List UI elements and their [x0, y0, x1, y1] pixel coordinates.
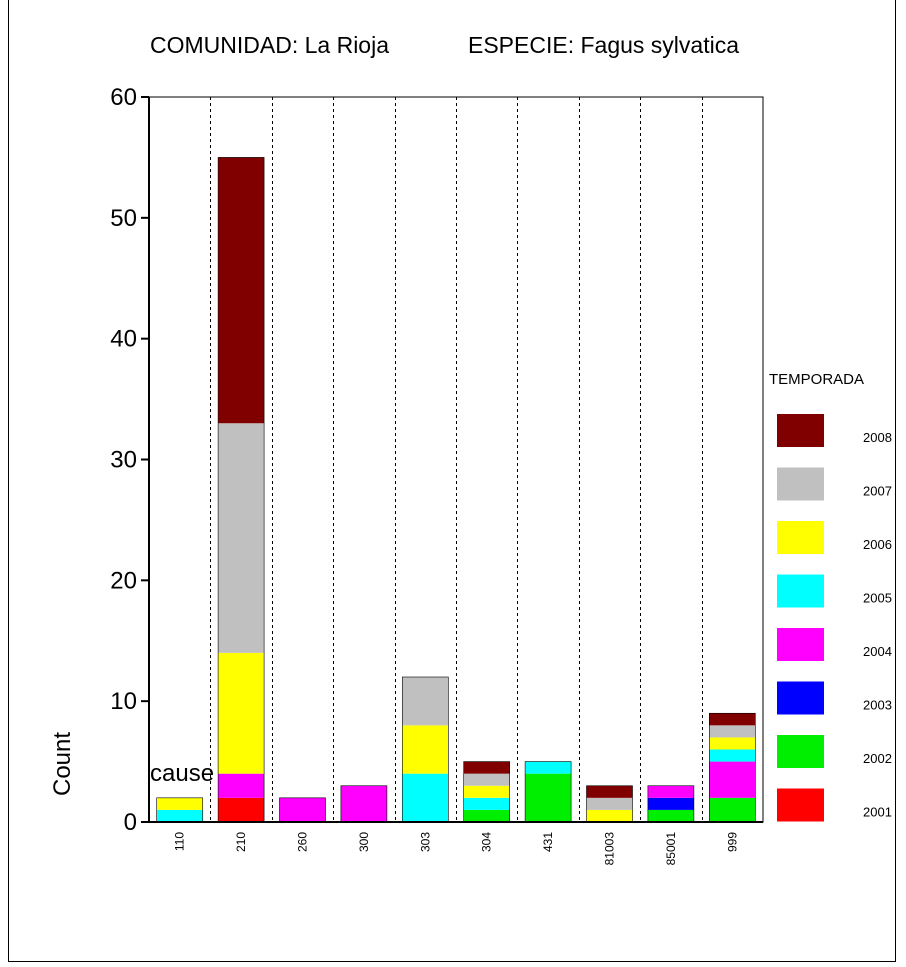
bar-segment-210-2007	[218, 423, 265, 653]
bar-segment-303-2005	[402, 773, 449, 822]
legend-title: TEMPORADA	[769, 371, 864, 388]
y-tick-label: 50	[110, 205, 137, 232]
x-tick-label: 999	[725, 832, 739, 852]
bar-segment-431-2002	[525, 773, 572, 822]
x-tick-label: 260	[296, 832, 310, 852]
x-tick-label: 210	[234, 832, 248, 852]
x-axis: 110 210 260 300 303 304 431 81003 85001 999	[141, 821, 763, 866]
bars	[156, 157, 756, 823]
bar-segment-300-2004	[340, 785, 387, 822]
legend-swatch-2005	[777, 574, 824, 608]
bar-segment-304-2006	[463, 785, 510, 798]
x-tick-label: 81003	[603, 832, 617, 866]
legend-swatch-2004	[777, 628, 824, 661]
x-tick-label: 300	[357, 832, 371, 852]
category-dividers	[210, 97, 703, 822]
legend-label-2008: 2008	[863, 430, 892, 445]
x-tick-label: 85001	[664, 832, 678, 866]
legend-label-2004: 2004	[863, 644, 892, 659]
bar-segment-999-2005	[709, 749, 756, 762]
bar-segment-999-2006	[709, 737, 756, 750]
legend-swatch-2003	[777, 681, 824, 715]
bar-segment-81003-2006	[586, 809, 633, 822]
bar-segment-304-2007	[463, 773, 510, 786]
y-tick-label: 0	[124, 809, 137, 836]
bar-segment-303-2006	[402, 725, 449, 774]
legend-swatch-2001	[777, 788, 824, 822]
y-axis-label: Count	[49, 732, 76, 796]
legend-swatch-2002	[777, 735, 824, 768]
y-tick-label: 10	[110, 688, 137, 715]
legend-label-2002: 2002	[863, 751, 892, 766]
chart-subtitle: ESPECIE: Fagus sylvatica	[468, 32, 739, 58]
x-tick-label: 303	[418, 832, 432, 852]
bar-segment-999-2004	[709, 761, 756, 798]
legend-swatch-2007	[777, 467, 824, 501]
y-tick-label: 20	[110, 567, 137, 594]
y-tick-label: 60	[110, 84, 137, 111]
y-tick-label: 40	[110, 326, 137, 353]
x-tick-label: 110	[173, 832, 187, 851]
legend-swatch-2006	[777, 521, 824, 554]
bar-segment-210-2006	[218, 652, 265, 774]
bar-segment-110-2006	[156, 797, 203, 810]
bar-segment-110-2005	[156, 809, 203, 822]
bar-segment-210-2004	[218, 773, 265, 798]
bar-segment-81003-2007	[586, 797, 633, 810]
y-tick-label: 30	[110, 447, 137, 474]
legend-label-2001: 2001	[863, 805, 892, 820]
bar-segment-304-2005	[463, 797, 510, 810]
x-tick-label: 431	[541, 832, 555, 852]
bar-segment-210-2008	[218, 157, 265, 424]
legend-label-2003: 2003	[863, 698, 892, 713]
bar-segment-81003-2008	[586, 785, 633, 798]
bar-segment-999-2007	[709, 725, 756, 738]
x-axis-label: cause	[150, 760, 214, 787]
bar-segment-85001-2002	[647, 809, 694, 822]
y-axis: 0 10 20 30 40 50 60	[110, 84, 150, 836]
bar-segment-210-2001	[218, 797, 265, 822]
legend-label-2007: 2007	[863, 484, 892, 499]
legend-label-2006: 2006	[863, 537, 892, 552]
bar-segment-303-2007	[402, 677, 449, 726]
bar-segment-999-2002	[709, 797, 756, 822]
bar-segment-304-2008	[463, 761, 510, 774]
legend-label-2005: 2005	[863, 591, 892, 606]
legend: 2008 2007 2006 2005 2004 2003 2002 2001	[777, 414, 892, 822]
x-tick-label: 304	[480, 832, 494, 852]
bar-segment-304-2002	[463, 809, 510, 822]
legend-swatch-2008	[777, 414, 824, 447]
bar-segment-85001-2003	[647, 797, 694, 810]
bar-segment-260-2004	[279, 797, 326, 822]
bar-segment-999-2008	[709, 713, 756, 726]
bar-segment-85001-2004	[647, 785, 694, 798]
chart-title: COMUNIDAD: La Rioja	[150, 32, 389, 58]
bar-segment-431-2005	[525, 761, 572, 774]
